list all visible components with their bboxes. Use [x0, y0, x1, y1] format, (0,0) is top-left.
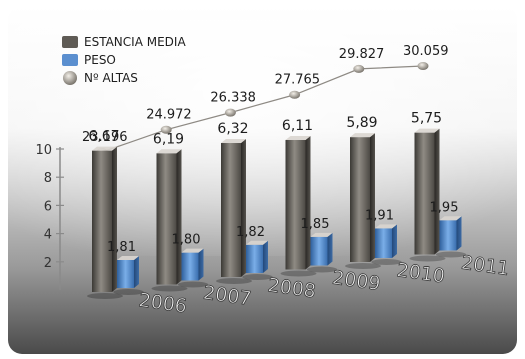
y-tick-label-2: 6	[44, 199, 52, 214]
bar-group-2007: 6,19 1,80	[151, 131, 209, 292]
y-tick-label-4: 10	[35, 143, 52, 158]
bar-peso-2009-top	[310, 232, 333, 237]
bar-peso-2009-side	[327, 232, 333, 266]
bar-estancia-2011-top	[414, 128, 440, 133]
bar-peso-2011-shadow	[435, 251, 467, 258]
bar-group-2008: 6,32 1,82	[216, 121, 273, 284]
label-estancia-2008: 6,32	[217, 121, 248, 137]
altas-point-2007	[160, 125, 172, 134]
bar-peso-2011-top	[439, 216, 462, 221]
bar-estancia-2008-shadow	[216, 278, 252, 284]
bar-group-2010: 5,89 1,91	[345, 115, 402, 269]
bar-peso-2010	[375, 228, 392, 258]
bar-peso-2010-shadow	[371, 259, 402, 265]
bar-peso-2006-top	[117, 255, 139, 260]
altas-point-2010	[353, 64, 365, 73]
bar-estancia-2011-side	[434, 128, 440, 255]
bar-estancia-2010-side	[370, 133, 375, 262]
bar-estancia-2007-side	[176, 149, 182, 285]
altas-point-2009	[289, 90, 301, 99]
bar-peso-2007-shadow	[177, 281, 209, 288]
bar-peso-2008-top	[246, 240, 268, 245]
legend-label-0: ESTANCIA MEDIA	[84, 35, 186, 49]
label-peso-2008: 1,82	[236, 225, 265, 240]
bar-estancia-2006	[92, 150, 112, 292]
legend-label-2: Nº ALTAS	[84, 71, 138, 85]
bar-estancia-2008	[221, 143, 241, 277]
altas-line	[101, 65, 424, 153]
bar-peso-2009	[310, 236, 328, 266]
label-peso-2006: 1,81	[107, 240, 136, 255]
altas-label-2006: 23.196	[82, 130, 128, 145]
bar-group-2011: 5,75 1,95	[409, 111, 467, 262]
altas-point-2008	[224, 108, 236, 117]
y-axis: 2 4 6 8 10	[35, 143, 64, 290]
bar-peso-2006-shadow	[113, 289, 144, 295]
bar-peso-2011-side	[456, 216, 462, 251]
bar-peso-2008	[246, 244, 263, 273]
legend-swatch-1	[62, 54, 78, 66]
altas-label-2011: 30.059	[403, 44, 449, 59]
legend-swatch-2	[63, 71, 77, 85]
y-tick-label-0: 2	[44, 256, 52, 271]
bar-peso-2008-side	[263, 240, 268, 273]
label-estancia-2009: 6,11	[282, 118, 313, 134]
altas-label-2010: 29.827	[339, 47, 385, 62]
bar-estancia-2007	[156, 153, 177, 285]
bar-peso-2007-top	[181, 248, 204, 253]
bar-peso-2010-top	[375, 224, 397, 229]
bar-estancia-2010-top	[350, 133, 375, 138]
label-peso-2007: 1,80	[172, 233, 201, 248]
bar-peso-2007	[181, 252, 199, 281]
bar-group-2009: 6,11 1,85	[280, 118, 338, 277]
bar-peso-2009-shadow	[306, 266, 338, 273]
bar-estancia-2010	[350, 137, 370, 262]
legend-swatch-0	[62, 36, 78, 48]
bar-estancia-2007-top	[156, 149, 182, 154]
bar-estancia-2009-side	[305, 135, 311, 270]
bars-layer: 6,67 1,81 6,19 1,80 6,32 1,82 6,11 1,85 5,89 1,91…	[87, 111, 467, 299]
y-tick-label-3: 8	[44, 171, 52, 186]
bar-estancia-2011	[414, 132, 435, 255]
legend-label-1: PESO	[84, 53, 116, 67]
bar-peso-2007-side	[198, 248, 204, 281]
label-estancia-2010: 5,89	[346, 115, 377, 131]
label-estancia-2006: 6,67	[88, 129, 119, 145]
bar-estancia-2006-top	[92, 146, 117, 151]
label-estancia-2007: 6,19	[153, 131, 184, 147]
altas-label-2007: 24.972	[146, 108, 192, 123]
bar-estancia-2006-side	[112, 146, 117, 292]
altas-label-2009: 27.765	[275, 73, 321, 88]
label-estancia-2011: 5,75	[411, 111, 442, 127]
bar-peso-2006	[117, 259, 134, 288]
bar-estancia-2007-shadow	[151, 285, 188, 292]
chart-glow	[8, 6, 517, 256]
bar-estancia-2010-shadow	[345, 263, 381, 269]
bar-group-2006: 6,67 1,81	[87, 129, 144, 299]
altas-label-2008: 26.338	[210, 91, 256, 106]
label-peso-2009: 1,85	[301, 217, 330, 232]
bar-peso-2010-side	[392, 224, 397, 258]
bar-peso-2008-shadow	[242, 274, 273, 280]
bar-estancia-2008-side	[241, 139, 246, 277]
bar-estancia-2009-top	[285, 135, 311, 140]
bar-peso-2011	[439, 220, 457, 251]
bar-estancia-2006-shadow	[87, 293, 123, 299]
y-tick-label-1: 4	[44, 228, 52, 243]
bar-estancia-2011-shadow	[409, 255, 446, 262]
altas-point-2011	[417, 62, 429, 70]
legend: ESTANCIA MEDIA PESO Nº ALTAS	[62, 35, 186, 85]
label-peso-2011: 1,95	[430, 200, 459, 215]
bar-estancia-2009	[285, 139, 306, 270]
label-peso-2010: 1,91	[365, 208, 394, 223]
bar-estancia-2009-shadow	[280, 270, 317, 277]
bar-peso-2006-side	[134, 255, 139, 288]
bar-estancia-2008-top	[221, 139, 246, 144]
